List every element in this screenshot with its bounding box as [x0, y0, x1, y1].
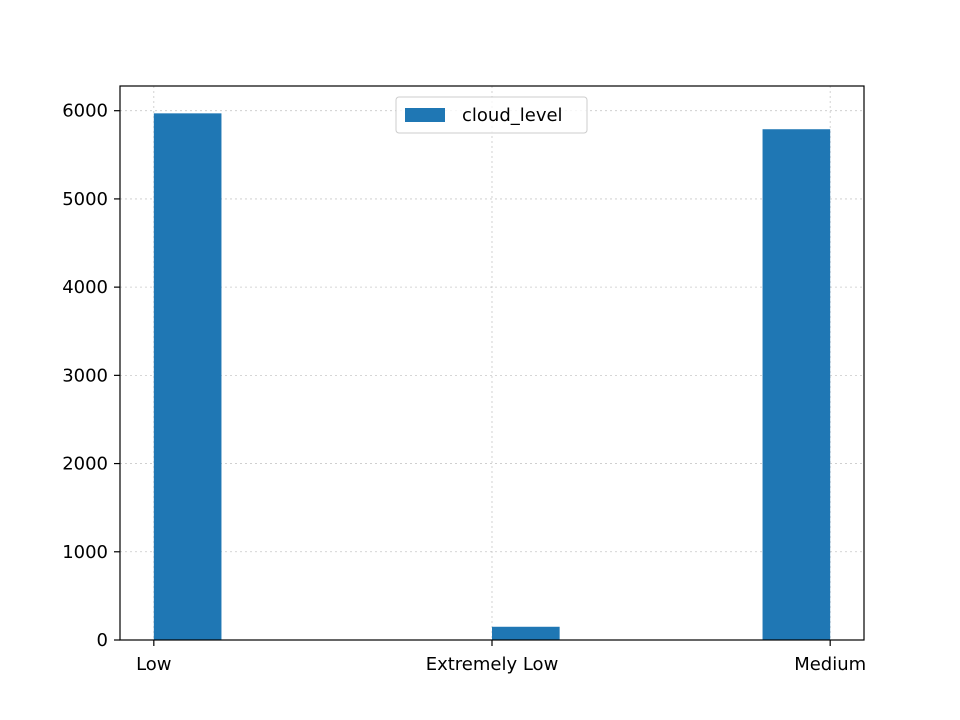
y-tick-label: 0 — [97, 630, 108, 651]
x-tick-label: Medium — [794, 654, 866, 675]
legend: cloud_level — [395, 96, 588, 134]
y-tick-label: 4000 — [62, 277, 108, 298]
y-tick-label: 5000 — [62, 189, 108, 210]
x-axis: Low Extremely Low Medium — [136, 640, 866, 675]
y-tick-label: 1000 — [62, 542, 108, 563]
y-tick-label: 3000 — [62, 365, 108, 386]
legend-box — [395, 96, 588, 134]
y-axis: 0 1000 2000 3000 4000 5000 6000 — [62, 101, 120, 651]
legend-swatch — [405, 108, 445, 122]
y-tick-label: 6000 — [62, 101, 108, 122]
bar — [762, 129, 831, 640]
legend-label: cloud_level — [462, 105, 563, 126]
bar — [492, 626, 560, 640]
x-tick-label: Low — [136, 654, 171, 675]
x-tick-label: Extremely Low — [426, 654, 559, 675]
bar — [153, 113, 222, 640]
y-tick-label: 2000 — [62, 454, 108, 475]
bars-layer — [153, 113, 831, 640]
